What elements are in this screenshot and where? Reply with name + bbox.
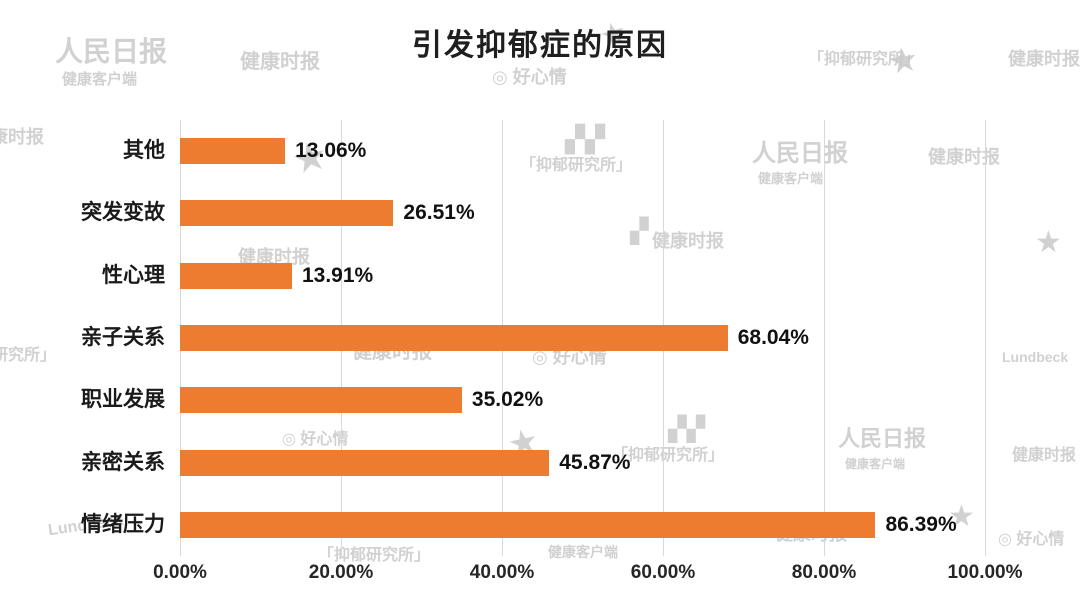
chart-row: 86.39%: [180, 511, 985, 538]
category-label: 性心理: [102, 263, 165, 287]
watermark-text: 健康客户端: [62, 71, 138, 88]
x-tick-label: 20.00%: [308, 562, 374, 583]
category-label: 职业发展: [81, 388, 165, 412]
chart-row: 13.06%: [180, 138, 985, 165]
x-axis: 0.00% 20.00% 40.00% 60.00% 80.00% 100.00%: [153, 562, 1022, 592]
value-label: 13.91%: [301, 263, 374, 287]
bar: [180, 387, 462, 414]
category-label: 亲子关系: [81, 325, 165, 349]
watermark-text: 健康时报: [1012, 447, 1077, 464]
chart-row: 13.91%: [180, 262, 985, 289]
value-label: 45.87%: [559, 450, 631, 474]
chart-row: 35.02%: [180, 387, 985, 414]
value-label: 68.04%: [737, 325, 809, 349]
bar: [180, 449, 550, 476]
chart-row: 68.04%: [180, 324, 985, 351]
value-label: 26.51%: [403, 201, 475, 225]
x-tick-label: 60.00%: [630, 562, 696, 583]
plot-area: 13.06% 26.51% 13.91% 68.04% 35.02% 45.87% 86.3…: [180, 120, 986, 556]
x-tick-label: 0.00%: [153, 562, 207, 583]
bar: [180, 262, 292, 289]
x-tick-label: 40.00%: [469, 562, 535, 583]
category-axis: 其他突发变故性心理亲子关系职业发展亲密关系情绪压力: [0, 120, 165, 556]
bar: [180, 138, 286, 165]
chart-title: 引发抑郁症的原因: [412, 29, 668, 62]
category-label: 情绪压力: [81, 512, 165, 536]
value-label: 13.06%: [295, 139, 367, 163]
chart-row: 26.51%: [180, 200, 985, 227]
bar: [180, 200, 394, 227]
gridline: [824, 120, 825, 556]
chart-row: 45.87%: [180, 449, 985, 476]
x-tick-label: 100.00%: [947, 562, 1023, 583]
star-watermark: ★: [1035, 226, 1062, 259]
watermark-text: ◎ 好心情: [492, 67, 567, 87]
x-tick-label: 80.00%: [791, 562, 857, 583]
watermark-text: Lundbeck: [1002, 349, 1069, 365]
bars-layer: 13.06% 26.51% 13.91% 68.04% 35.02% 45.87% 86.3…: [180, 120, 985, 556]
watermark-text: ◎ 好心情: [998, 531, 1065, 548]
value-label: 86.39%: [885, 512, 957, 536]
category-label: 亲密关系: [81, 450, 165, 474]
bar: [180, 324, 728, 351]
value-label: 35.02%: [471, 388, 544, 412]
category-label: 其他: [123, 139, 165, 163]
bar: [180, 511, 876, 538]
category-label: 突发变故: [81, 201, 165, 225]
gridline: [985, 120, 986, 556]
